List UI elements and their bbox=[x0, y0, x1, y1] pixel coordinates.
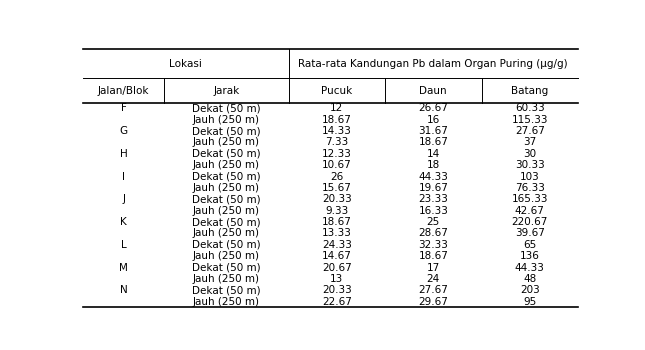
Text: 12.33: 12.33 bbox=[322, 149, 352, 159]
Text: Jauh (250 m): Jauh (250 m) bbox=[193, 229, 260, 238]
Text: Jauh (250 m): Jauh (250 m) bbox=[193, 160, 260, 170]
Text: G: G bbox=[119, 126, 128, 136]
Text: Dekat (50 m): Dekat (50 m) bbox=[192, 262, 261, 273]
Text: Lokasi: Lokasi bbox=[170, 58, 203, 69]
Text: 27.67: 27.67 bbox=[419, 285, 448, 295]
Text: Dekat (50 m): Dekat (50 m) bbox=[192, 149, 261, 159]
Text: 30: 30 bbox=[523, 149, 537, 159]
Text: 18.67: 18.67 bbox=[419, 138, 448, 147]
Text: 136: 136 bbox=[520, 251, 540, 261]
Text: 10.67: 10.67 bbox=[322, 160, 352, 170]
Text: 12: 12 bbox=[330, 103, 343, 113]
Text: 22.67: 22.67 bbox=[322, 297, 352, 307]
Text: Daun: Daun bbox=[419, 85, 447, 96]
Text: Jauh (250 m): Jauh (250 m) bbox=[193, 183, 260, 193]
Text: Dekat (50 m): Dekat (50 m) bbox=[192, 217, 261, 227]
Text: K: K bbox=[120, 217, 127, 227]
Text: 23.33: 23.33 bbox=[419, 194, 448, 204]
Text: Jauh (250 m): Jauh (250 m) bbox=[193, 251, 260, 261]
Text: 26: 26 bbox=[330, 172, 343, 182]
Text: 18.67: 18.67 bbox=[419, 251, 448, 261]
Text: 44.33: 44.33 bbox=[419, 172, 448, 182]
Text: Dekat (50 m): Dekat (50 m) bbox=[192, 240, 261, 250]
Text: L: L bbox=[121, 240, 126, 250]
Text: 39.67: 39.67 bbox=[515, 229, 544, 238]
Text: 18.67: 18.67 bbox=[322, 217, 352, 227]
Text: 28.67: 28.67 bbox=[419, 229, 448, 238]
Text: 16: 16 bbox=[426, 115, 440, 125]
Text: 32.33: 32.33 bbox=[419, 240, 448, 250]
Text: Dekat (50 m): Dekat (50 m) bbox=[192, 194, 261, 204]
Text: Jarak: Jarak bbox=[213, 85, 239, 96]
Text: Dekat (50 m): Dekat (50 m) bbox=[192, 172, 261, 182]
Text: Pucuk: Pucuk bbox=[321, 85, 352, 96]
Text: 115.33: 115.33 bbox=[511, 115, 548, 125]
Text: I: I bbox=[122, 172, 125, 182]
Text: 13: 13 bbox=[330, 274, 343, 284]
Text: H: H bbox=[120, 149, 128, 159]
Text: 20.33: 20.33 bbox=[322, 285, 352, 295]
Text: 18.67: 18.67 bbox=[322, 115, 352, 125]
Text: Jauh (250 m): Jauh (250 m) bbox=[193, 206, 260, 216]
Text: Dekat (50 m): Dekat (50 m) bbox=[192, 285, 261, 295]
Text: 30.33: 30.33 bbox=[515, 160, 544, 170]
Text: 14.67: 14.67 bbox=[322, 251, 352, 261]
Text: Dekat (50 m): Dekat (50 m) bbox=[192, 103, 261, 113]
Text: 44.33: 44.33 bbox=[515, 262, 544, 273]
Text: 48: 48 bbox=[523, 274, 537, 284]
Text: 42.67: 42.67 bbox=[515, 206, 544, 216]
Text: Rata-rata Kandungan Pb dalam Organ Puring (μg/g): Rata-rata Kandungan Pb dalam Organ Purin… bbox=[299, 58, 568, 69]
Text: 203: 203 bbox=[520, 285, 540, 295]
Text: N: N bbox=[120, 285, 128, 295]
Text: 16.33: 16.33 bbox=[419, 206, 448, 216]
Text: 37: 37 bbox=[523, 138, 537, 147]
Text: 13.33: 13.33 bbox=[322, 229, 352, 238]
Text: Batang: Batang bbox=[511, 85, 548, 96]
Text: 95: 95 bbox=[523, 297, 537, 307]
Text: 220.67: 220.67 bbox=[511, 217, 548, 227]
Text: 17: 17 bbox=[426, 262, 440, 273]
Text: Jalan/Blok: Jalan/Blok bbox=[98, 85, 150, 96]
Text: 26.67: 26.67 bbox=[419, 103, 448, 113]
Text: 15.67: 15.67 bbox=[322, 183, 352, 193]
Text: M: M bbox=[119, 262, 128, 273]
Text: 20.33: 20.33 bbox=[322, 194, 352, 204]
Text: 7.33: 7.33 bbox=[325, 138, 348, 147]
Text: 18: 18 bbox=[426, 160, 440, 170]
Text: 19.67: 19.67 bbox=[419, 183, 448, 193]
Text: 14: 14 bbox=[426, 149, 440, 159]
Text: 25: 25 bbox=[426, 217, 440, 227]
Text: 31.67: 31.67 bbox=[419, 126, 448, 136]
Text: Jauh (250 m): Jauh (250 m) bbox=[193, 138, 260, 147]
Text: Jauh (250 m): Jauh (250 m) bbox=[193, 115, 260, 125]
Text: 24.33: 24.33 bbox=[322, 240, 352, 250]
Text: J: J bbox=[122, 194, 125, 204]
Text: 76.33: 76.33 bbox=[515, 183, 544, 193]
Text: 9.33: 9.33 bbox=[325, 206, 348, 216]
Text: 60.33: 60.33 bbox=[515, 103, 544, 113]
Text: 24: 24 bbox=[426, 274, 440, 284]
Text: Jauh (250 m): Jauh (250 m) bbox=[193, 274, 260, 284]
Text: 103: 103 bbox=[520, 172, 540, 182]
Text: 165.33: 165.33 bbox=[511, 194, 548, 204]
Text: F: F bbox=[121, 103, 126, 113]
Text: Dekat (50 m): Dekat (50 m) bbox=[192, 126, 261, 136]
Text: 29.67: 29.67 bbox=[419, 297, 448, 307]
Text: Jauh (250 m): Jauh (250 m) bbox=[193, 297, 260, 307]
Text: 27.67: 27.67 bbox=[515, 126, 544, 136]
Text: 20.67: 20.67 bbox=[322, 262, 352, 273]
Text: 14.33: 14.33 bbox=[322, 126, 352, 136]
Text: 65: 65 bbox=[523, 240, 537, 250]
